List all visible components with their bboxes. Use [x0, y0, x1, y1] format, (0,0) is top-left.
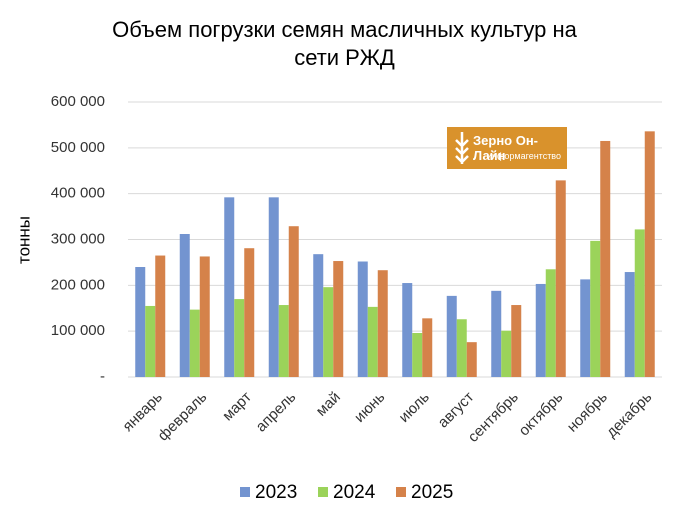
x-tick-label: июнь	[351, 388, 388, 425]
bar	[402, 283, 413, 377]
x-tick-label: февраль	[155, 388, 211, 444]
legend-swatch	[318, 487, 328, 497]
y-axis-title: тонны	[14, 216, 33, 264]
bar	[357, 261, 368, 377]
bar	[511, 305, 522, 377]
x-tick-label: август	[435, 389, 478, 432]
bar	[446, 295, 457, 377]
bar	[145, 305, 156, 377]
bar	[155, 255, 166, 377]
x-tick-label: декабрь	[603, 388, 656, 441]
x-tick-label: май	[313, 389, 344, 420]
bar	[634, 229, 645, 377]
bar	[189, 309, 200, 377]
bar	[600, 140, 611, 377]
bar	[268, 197, 279, 377]
legend-label: 2023	[255, 482, 297, 503]
logo-title: Зерно Он-Лайн	[473, 133, 539, 163]
y-tick-label: 400 000	[51, 185, 105, 202]
bar	[580, 279, 591, 377]
bar	[234, 299, 245, 377]
chart-title: Объем погрузки семян масличных культур н…	[112, 17, 577, 70]
bar	[224, 197, 235, 377]
bar	[199, 256, 210, 377]
x-tick-label: октябрь	[516, 388, 567, 439]
bar	[333, 261, 344, 377]
bar	[624, 272, 635, 377]
x-tick-label: июль	[395, 388, 433, 426]
bar	[377, 270, 388, 377]
y-tick-label: 200 000	[51, 276, 105, 293]
legend-label: 2025	[411, 482, 453, 503]
bar	[422, 318, 433, 377]
logo-subtitle: информагентство	[487, 151, 561, 161]
bar	[135, 267, 146, 377]
bar	[555, 180, 566, 377]
bar	[288, 226, 299, 377]
logo: Зерно Он-Лайн информагентство	[447, 127, 567, 169]
legend-label: 2024	[333, 482, 376, 503]
x-tick-label: апрель	[253, 388, 300, 435]
y-tick-label: 100 000	[51, 322, 105, 339]
bar	[179, 234, 190, 377]
bar	[278, 305, 289, 377]
bar	[501, 330, 512, 377]
bar	[313, 254, 324, 377]
bar	[456, 319, 467, 377]
y-tick-label: 300 000	[51, 230, 105, 247]
x-tick-label: март	[219, 389, 255, 425]
legend-swatch	[240, 487, 250, 497]
y-tick-label: 500 000	[51, 139, 105, 156]
bar	[466, 342, 477, 377]
legend-swatch	[396, 487, 406, 497]
y-tick-label: 600 000	[51, 93, 105, 110]
bar	[590, 240, 601, 377]
bar	[412, 333, 423, 377]
bar	[491, 290, 502, 377]
y-tick-label: -	[100, 368, 105, 385]
bar	[244, 248, 255, 377]
bar	[644, 131, 655, 377]
logo-icon	[455, 132, 469, 164]
bar	[323, 287, 334, 377]
bar	[535, 283, 546, 377]
bar	[367, 306, 378, 377]
bar	[545, 269, 556, 377]
